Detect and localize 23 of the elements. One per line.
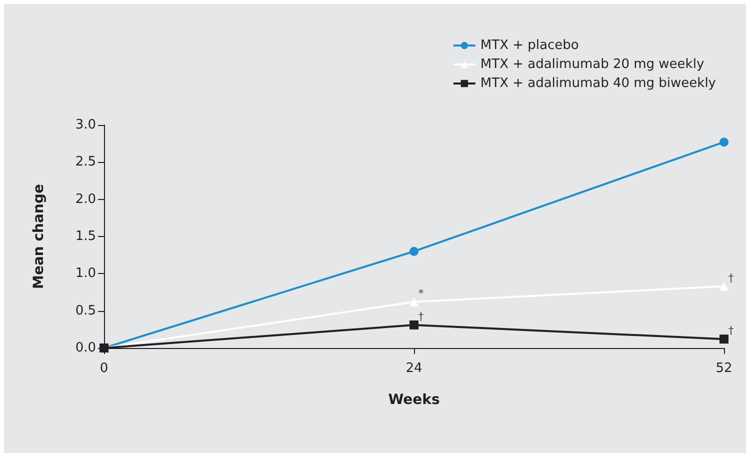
x-tick-label: 24 xyxy=(406,361,422,376)
y-tick-label: 2.0 xyxy=(75,192,96,207)
x-axis-title: Weeks xyxy=(388,392,440,408)
legend-label: MTX + adalimumab 20 mg weekly xyxy=(480,57,704,72)
y-axis-title: Mean change xyxy=(31,184,47,289)
legend-label: MTX + placebo xyxy=(480,38,579,53)
annotation: † xyxy=(728,271,734,284)
annotation: * xyxy=(418,286,424,300)
point xyxy=(410,320,418,330)
x-tick-label: 0 xyxy=(100,361,108,376)
annotation: † xyxy=(728,324,734,338)
y-tick-label: 2.5 xyxy=(75,154,96,170)
point xyxy=(410,246,418,256)
y-tick-label: 0.0 xyxy=(75,340,96,356)
legend-label: MTX + adalimumab 40 mg biweekly xyxy=(480,76,716,91)
point xyxy=(720,138,728,147)
y-tick-label: 0.5 xyxy=(75,303,96,318)
annotation: † xyxy=(418,310,424,323)
y-tick-label: 1.5 xyxy=(75,229,96,244)
point xyxy=(720,334,728,344)
y-tick-label: 3.0 xyxy=(75,118,96,132)
y-tick-label: 1.0 xyxy=(75,266,96,282)
x-tick-label: 52 xyxy=(716,361,732,376)
